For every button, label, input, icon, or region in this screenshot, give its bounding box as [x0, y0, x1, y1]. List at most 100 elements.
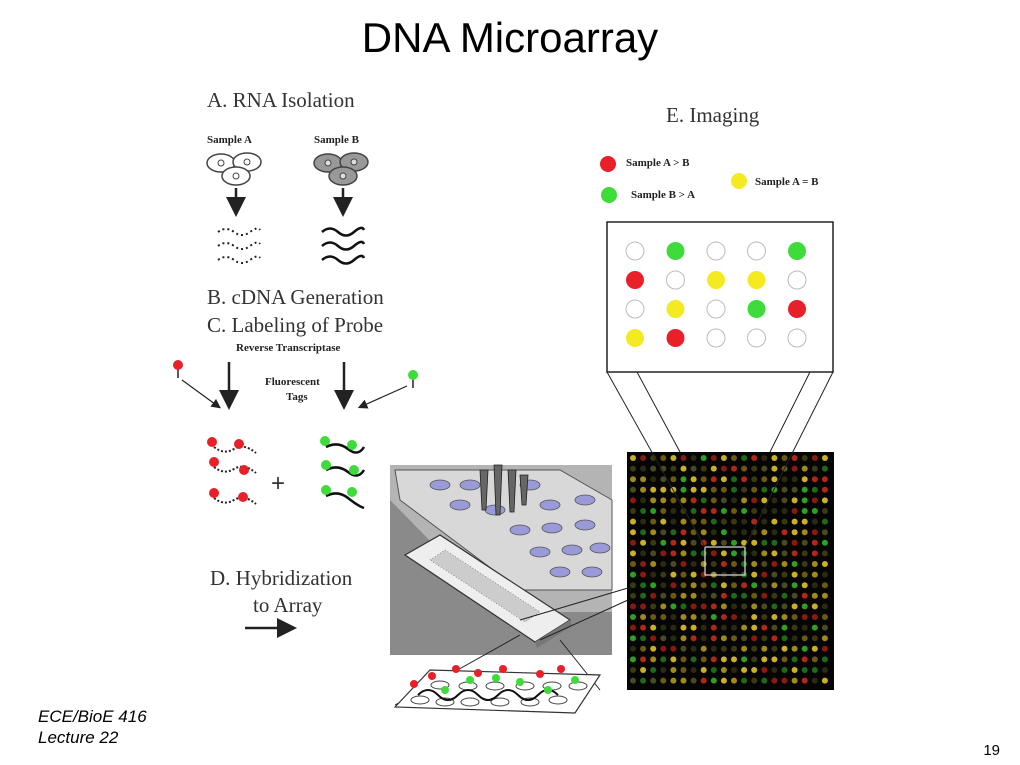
array-spot — [751, 550, 758, 557]
array-spot — [660, 539, 667, 546]
legend-green-dot — [601, 187, 617, 203]
array-spot — [811, 539, 818, 546]
array-spot — [821, 635, 828, 642]
imaging-spot-empty — [706, 299, 726, 319]
array-spot — [791, 656, 798, 663]
array-spot — [710, 465, 717, 472]
legend-red-label: Sample A > B — [626, 157, 690, 169]
array-spot — [781, 635, 788, 642]
imaging-spot-empty — [787, 328, 807, 348]
array-spot — [660, 603, 667, 610]
array-spot — [801, 656, 808, 663]
array-spot — [761, 582, 768, 589]
array-spot — [741, 645, 748, 652]
array-spot — [811, 455, 818, 461]
array-spot — [700, 592, 707, 599]
array-spot — [690, 645, 697, 652]
array-spot — [791, 518, 798, 525]
array-spot — [791, 539, 798, 546]
array-spot — [781, 645, 788, 652]
array-spot — [781, 518, 788, 525]
array-spot — [741, 561, 748, 567]
array-spot — [720, 635, 727, 642]
array-spot — [690, 582, 697, 589]
array-spot — [630, 539, 636, 546]
array-spot — [821, 550, 828, 557]
array-spot — [741, 603, 748, 610]
array-spot — [771, 465, 778, 472]
array-spot — [791, 455, 798, 461]
array-spot — [680, 550, 687, 557]
legend-yellow-dot — [731, 173, 747, 189]
array-spot — [771, 508, 778, 514]
array-spot — [710, 614, 717, 620]
array-spot — [731, 677, 737, 684]
array-spot — [650, 667, 657, 673]
array-spot — [680, 645, 687, 652]
array-spot — [670, 656, 677, 663]
array-spot — [771, 603, 778, 610]
array-spot — [801, 645, 808, 652]
array-spot — [680, 624, 687, 631]
array-spot — [650, 656, 657, 663]
array-spot — [771, 529, 778, 536]
array-spot — [771, 667, 778, 673]
array-spot — [640, 455, 647, 461]
array-spot — [741, 592, 748, 599]
array-spot — [731, 603, 737, 610]
array-spot — [630, 518, 636, 525]
imaging-spot-yellow — [626, 329, 644, 347]
array-spot — [630, 486, 636, 493]
imaging-spot-green — [747, 300, 766, 318]
array-spot — [811, 624, 818, 631]
array-spot — [680, 656, 687, 663]
array-spot — [791, 476, 798, 483]
array-spot — [640, 518, 647, 525]
array-spot — [801, 455, 808, 461]
array-spot — [680, 677, 687, 684]
array-spot — [761, 518, 768, 525]
array-spot — [811, 518, 818, 525]
array-spot — [751, 486, 758, 493]
array-spot — [781, 603, 788, 610]
array-spot — [660, 550, 667, 557]
array-spot — [640, 677, 647, 684]
array-spot — [781, 550, 788, 557]
array-spot — [751, 508, 758, 514]
array-spot — [630, 571, 636, 578]
array-spot — [751, 667, 758, 673]
array-spot — [741, 508, 748, 514]
array-spot — [720, 561, 727, 567]
array-spot — [741, 667, 748, 673]
array-spot — [650, 465, 657, 472]
array-spot — [710, 550, 717, 557]
array-spot — [731, 635, 737, 642]
array-spot — [791, 614, 798, 620]
array-spot — [640, 635, 647, 642]
array-spot — [680, 667, 687, 673]
array-spot — [700, 486, 707, 493]
array-spot — [751, 571, 758, 578]
imaging-spot-empty — [747, 241, 766, 261]
array-spot — [700, 529, 707, 536]
imaging-spot-empty — [787, 270, 807, 290]
array-spot — [801, 561, 808, 567]
array-spot — [751, 656, 758, 663]
array-spot — [741, 614, 748, 620]
array-spot — [761, 645, 768, 652]
array-spot — [690, 529, 697, 536]
array-spot — [751, 592, 758, 599]
array-spot — [801, 465, 808, 472]
fluorescent-label: Fluorescent — [265, 376, 320, 388]
array-spot — [821, 592, 828, 599]
array-spot — [751, 561, 758, 567]
array-spot — [660, 486, 667, 493]
array-spot — [821, 529, 828, 536]
imaging-spot-empty — [625, 299, 645, 319]
array-spot — [640, 582, 647, 589]
array-spot — [680, 582, 687, 589]
array-spot — [731, 486, 737, 493]
lecture-number: Lecture 22 — [38, 728, 119, 747]
array-spot — [690, 635, 697, 642]
